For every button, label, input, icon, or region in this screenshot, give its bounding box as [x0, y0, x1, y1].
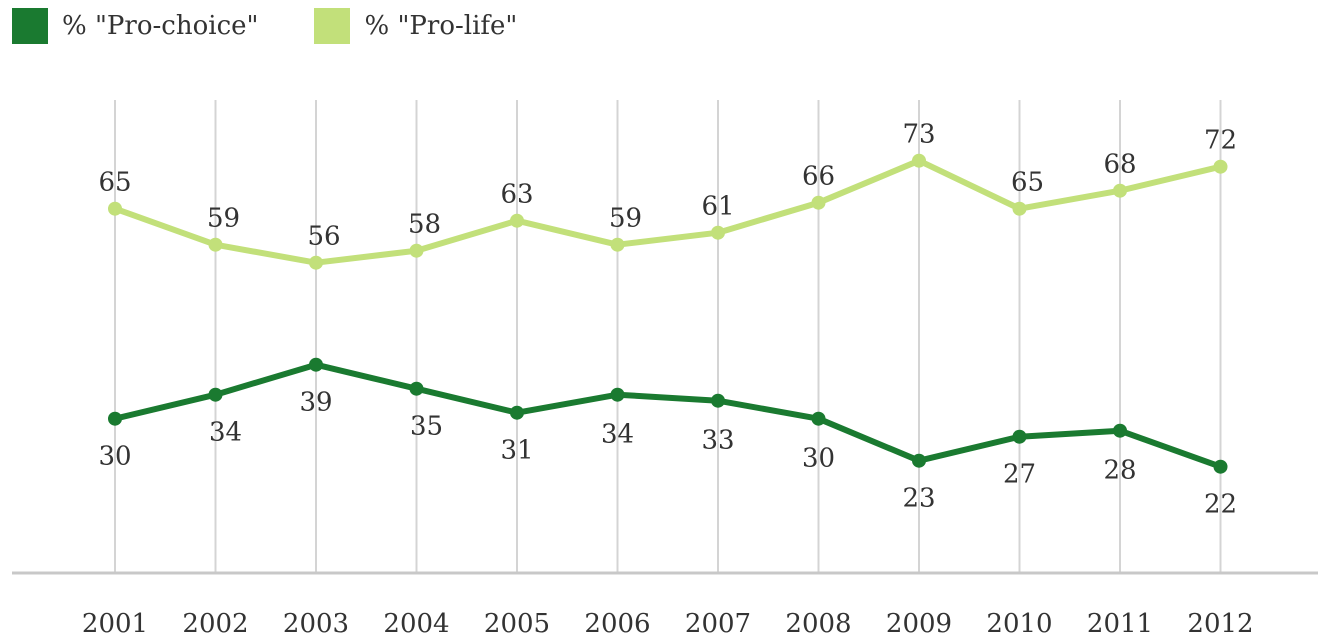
legend: % "Pro-choice" % "Pro-life" [12, 8, 573, 44]
x-tick-2003: 2003 [283, 609, 349, 639]
data-label-0-2010: 27 [1003, 460, 1036, 490]
data-label-0-2004: 35 [410, 412, 443, 442]
point-1-2012 [1213, 159, 1228, 174]
x-tick-2011: 2011 [1087, 609, 1153, 639]
data-label-0-2005: 31 [500, 436, 533, 466]
data-label-1-2011: 68 [1103, 150, 1136, 180]
point-1-2011 [1113, 183, 1127, 198]
point-1-2003 [309, 255, 323, 270]
x-tick-2012: 2012 [1187, 609, 1253, 639]
data-label-0-2002: 34 [209, 418, 242, 448]
data-label-1-2006: 59 [609, 204, 642, 234]
point-1-2007 [711, 225, 725, 240]
point-1-2001 [108, 201, 122, 216]
point-0-2009 [912, 453, 926, 468]
x-tick-2008: 2008 [785, 609, 851, 639]
data-label-0-2007: 33 [701, 426, 734, 456]
data-label-1-2002: 59 [207, 204, 240, 234]
x-tick-2001: 2001 [82, 609, 148, 639]
point-1-2004 [409, 243, 424, 258]
point-1-2010 [1012, 201, 1027, 216]
legend-label-pro-choice: % "Pro-choice" [62, 11, 259, 41]
data-label-0-2006: 34 [601, 420, 634, 450]
point-0-2008 [811, 411, 826, 426]
point-0-2001 [108, 411, 122, 426]
data-label-1-2005: 63 [500, 180, 533, 210]
x-tick-2009: 2009 [886, 609, 952, 639]
point-1-2008 [811, 195, 826, 210]
legend-item-pro-life: % "Pro-life" [314, 8, 517, 44]
data-label-1-2004: 58 [408, 210, 441, 240]
legend-swatch-pro-choice [12, 8, 48, 44]
x-tick-2006: 2006 [584, 609, 650, 639]
data-label-1-2001: 65 [98, 168, 131, 198]
point-1-2005 [510, 213, 524, 228]
point-1-2009 [912, 153, 926, 168]
legend-item-pro-choice: % "Pro-choice" [12, 8, 258, 44]
legend-swatch-pro-life [314, 8, 351, 44]
point-0-2007 [711, 393, 725, 408]
series-line-1 [112, 157, 1224, 266]
data-label-1-2007: 61 [701, 192, 734, 222]
x-tick-2002: 2002 [182, 609, 248, 639]
data-label-0-2003: 39 [299, 388, 332, 418]
point-0-2004 [409, 381, 424, 396]
point-0-2002 [208, 387, 223, 402]
x-tick-2004: 2004 [383, 609, 449, 639]
data-label-0-2008: 30 [802, 444, 835, 474]
point-0-2005 [510, 405, 524, 420]
point-0-2011 [1113, 423, 1127, 438]
series-line-0 [112, 361, 1224, 470]
data-label-1-2003: 56 [307, 222, 340, 252]
data-label-1-2012: 72 [1204, 126, 1237, 156]
data-label-1-2009: 73 [902, 120, 935, 150]
point-0-2012 [1213, 459, 1228, 474]
point-0-2006 [610, 387, 625, 402]
data-label-0-2009: 23 [902, 484, 935, 514]
data-label-0-2001: 30 [98, 442, 131, 472]
point-0-2010 [1012, 429, 1027, 444]
point-1-2006 [610, 237, 625, 252]
data-label-1-2010: 65 [1011, 168, 1044, 198]
data-label-0-2011: 28 [1103, 456, 1136, 486]
point-1-2002 [208, 237, 223, 252]
legend-label-pro-life: % "Pro-life" [364, 11, 518, 41]
x-tick-2007: 2007 [685, 609, 751, 639]
point-0-2003 [309, 357, 323, 372]
x-tick-2005: 2005 [484, 609, 550, 639]
x-tick-2010: 2010 [986, 609, 1052, 639]
data-label-1-2008: 66 [802, 162, 835, 192]
data-label-0-2012: 22 [1204, 490, 1237, 520]
